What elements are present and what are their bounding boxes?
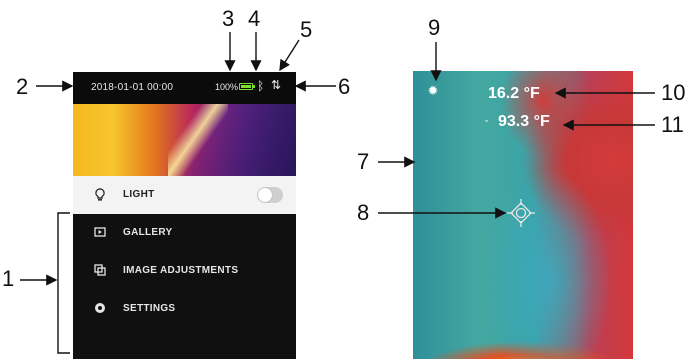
battery-percent: 100% <box>215 82 239 92</box>
gallery-icon <box>93 226 107 240</box>
sun-icon: ✹ <box>427 83 439 98</box>
image-adjustments-icon <box>93 264 107 278</box>
callout-9: 9 <box>428 15 441 40</box>
callout-1: 1 <box>2 266 15 291</box>
menu-item-label: SETTINGS <box>123 303 176 314</box>
menu-item-label: IMAGE ADJUSTMENTS <box>123 265 239 276</box>
crosshair-icon <box>507 199 535 227</box>
menu-item-label: GALLERY <box>123 227 173 238</box>
settings-icon <box>93 302 107 316</box>
menu-item-settings[interactable]: SETTINGS <box>73 290 296 328</box>
thermal-preview <box>73 104 296 176</box>
callout-2: 2 <box>16 74 29 99</box>
menu-screen: 2018-01-01 00:00 100% ᛒ ⇅ LIGHT GALLERY … <box>73 72 296 359</box>
callout-5: 5 <box>300 17 313 42</box>
light-toggle[interactable] <box>257 187 283 203</box>
callout-3: 3 <box>222 6 235 31</box>
callout-7: 7 <box>357 149 370 174</box>
center-temperature: 93.3 °F <box>498 113 550 130</box>
callout-4: 4 <box>248 6 261 31</box>
lightbulb-icon <box>93 188 107 202</box>
battery-full-icon <box>239 83 255 90</box>
main-menu: LIGHT GALLERY IMAGE ADJUSTMENTS SETTINGS <box>73 176 296 359</box>
menu-item-light[interactable]: LIGHT <box>73 176 296 214</box>
callout-10: 10 <box>661 80 686 105</box>
callout-8: 8 <box>357 200 370 225</box>
menu-item-image-adjustments[interactable]: IMAGE ADJUSTMENTS <box>73 252 296 290</box>
center-temp-label: ≈ <box>485 119 489 125</box>
temperature-reading: 16.2 °F <box>488 85 540 102</box>
callout-11: 11 <box>661 112 684 137</box>
menu-item-label: LIGHT <box>123 189 155 200</box>
bluetooth-icon: ᛒ <box>257 79 265 93</box>
thermal-view-screen: ✹ 16.2 °F ≈ 93.3 °F <box>413 71 633 359</box>
callout-6: 6 <box>338 74 351 99</box>
status-bar: 2018-01-01 00:00 100% ᛒ ⇅ <box>73 72 296 104</box>
menu-item-gallery[interactable]: GALLERY <box>73 214 296 252</box>
status-datetime: 2018-01-01 00:00 <box>91 82 174 93</box>
usb-icon: ⇅ <box>271 78 282 92</box>
